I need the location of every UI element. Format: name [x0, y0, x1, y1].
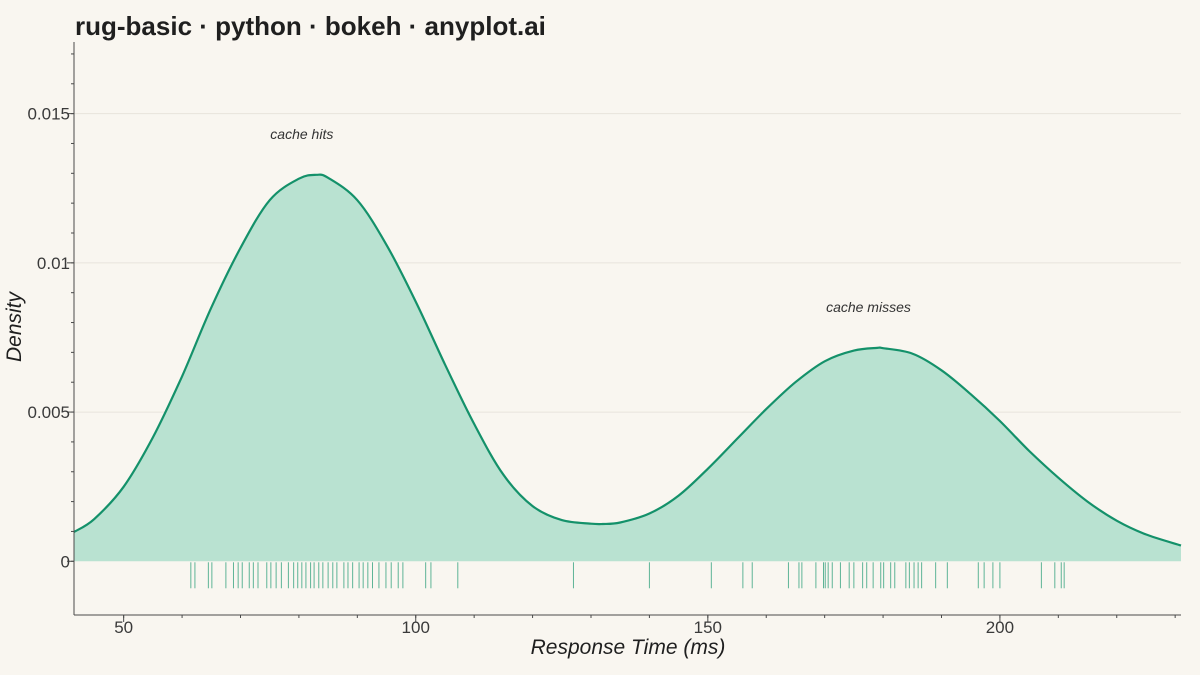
- x-axis-label: Response Time (ms): [531, 636, 726, 659]
- rug-marks: [190, 562, 1065, 589]
- annotation-0: cache hits: [270, 126, 333, 142]
- x-tick-label-0: 50: [114, 618, 133, 637]
- y-axis-label: Density: [3, 290, 26, 362]
- density-area-layer: [73, 173, 1182, 562]
- density-curve-line: [73, 173, 1182, 547]
- axes: 0 0.005 0.01 0.015 50 100 150 200: [27, 42, 1181, 637]
- x-tick-label-1: 100: [402, 618, 430, 637]
- x-tick-label-3: 200: [986, 618, 1014, 637]
- density-area-fill: [74, 174, 1181, 562]
- annotation-1: cache misses: [826, 299, 911, 315]
- chart-title: rug-basic · python · bokeh · anyplot.ai: [75, 11, 546, 41]
- y-tick-label-3: 0.015: [27, 105, 70, 124]
- annotations: cache hits cache misses: [270, 126, 911, 315]
- x-tick-label-2: 150: [694, 618, 722, 637]
- y-tick-label-1: 0.005: [27, 403, 70, 422]
- y-tick-label-2: 0.01: [37, 254, 70, 273]
- y-tick-label-0: 0: [61, 552, 70, 571]
